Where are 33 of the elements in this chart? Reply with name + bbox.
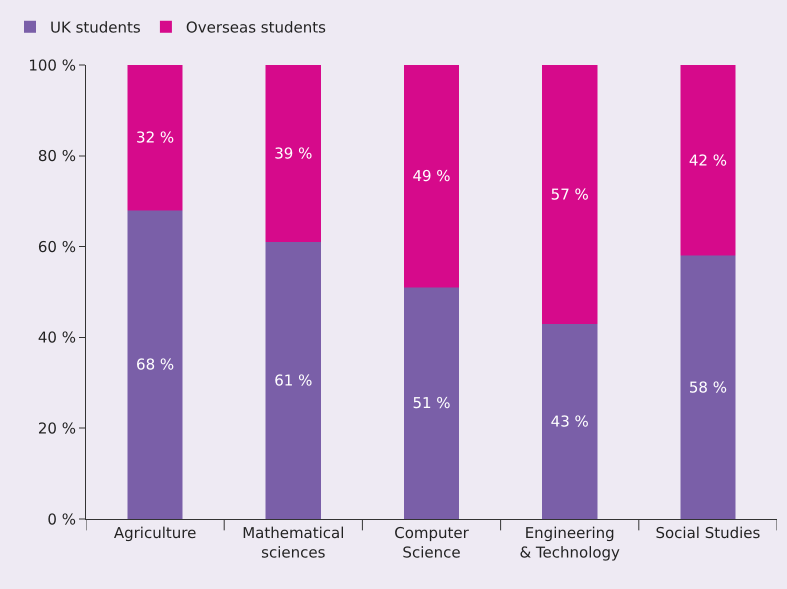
data-label: 49 %: [412, 167, 451, 186]
x-tick-label: Computer Science: [394, 524, 470, 562]
bar: [266, 242, 321, 519]
x-tick-label: Social Studies: [655, 524, 761, 542]
bar: [542, 65, 598, 324]
x-tick-label: Engineering & Technology: [519, 524, 620, 562]
legend-label: UK students: [50, 18, 141, 37]
bar: [266, 65, 321, 242]
data-label: 32 %: [136, 128, 174, 147]
bar: [127, 210, 183, 519]
y-tick-label: 60 %: [38, 238, 76, 256]
x-tick-label: Mathematical sciences: [242, 524, 344, 562]
data-label: 58 %: [688, 378, 727, 396]
bar: [404, 65, 460, 288]
bar: [680, 65, 736, 256]
x-tick-label: Agriculture: [114, 524, 196, 542]
y-tick-label: 40 %: [38, 328, 76, 347]
bar: [542, 324, 598, 519]
y-tick-label: 0 %: [47, 510, 76, 528]
data-label: 39 %: [274, 144, 312, 163]
bar: [127, 65, 183, 210]
y-tick-label: 80 %: [38, 147, 76, 166]
bar: [680, 256, 736, 519]
data-label: 43 %: [550, 412, 589, 430]
legend-label: Overseas students: [186, 18, 326, 37]
y-tick-label: 20 %: [38, 419, 76, 438]
data-label: 61 %: [274, 372, 312, 390]
data-label: 68 %: [136, 356, 174, 374]
data-label: 42 %: [688, 151, 727, 170]
bar: [404, 287, 460, 519]
data-label: 57 %: [550, 185, 589, 204]
y-tick-label: 100 %: [28, 56, 76, 74]
data-label: 51 %: [412, 394, 451, 412]
